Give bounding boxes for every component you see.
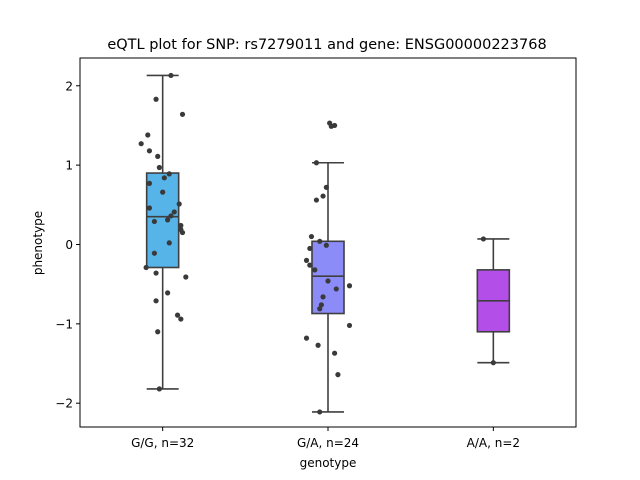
iqr-box: [311, 240, 345, 315]
data-point: [145, 132, 151, 138]
data-point: [303, 335, 310, 341]
data-point: [320, 294, 326, 300]
data-point: [179, 111, 186, 117]
data-point: [303, 257, 310, 263]
data-point: [333, 286, 339, 292]
y-tick-label: 2: [65, 79, 73, 93]
x-tick-label: A/A, n=2: [467, 436, 520, 450]
data-point: [156, 164, 162, 171]
data-point: [176, 201, 182, 207]
data-point: [332, 122, 338, 129]
data-point: [166, 240, 172, 246]
data-point: [346, 322, 353, 329]
data-point: [153, 270, 159, 276]
data-point: [161, 175, 167, 181]
data-point: [146, 148, 153, 154]
points-3: [480, 236, 496, 366]
data-point: [320, 193, 326, 199]
x-axis-ticks: G/G, n=32 G/A, n=24 A/A, n=2: [131, 427, 520, 450]
data-point: [312, 267, 318, 273]
data-point: [318, 302, 324, 308]
data-point: [138, 141, 144, 147]
data-point: [151, 250, 157, 256]
data-point: [174, 312, 181, 318]
data-point: [308, 233, 315, 240]
y-tick-label: −2: [55, 397, 73, 411]
data-point: [168, 72, 174, 79]
data-point: [155, 329, 161, 335]
points-2: [303, 120, 353, 415]
data-point: [327, 120, 333, 126]
chart-title: eQTL plot for SNP: rs7279011 and gene: E…: [107, 37, 546, 53]
data-point: [313, 160, 320, 166]
data-point: [317, 238, 323, 244]
x-axis-label: genotype: [300, 456, 357, 470]
data-point: [168, 213, 174, 219]
iqr-box: [145, 172, 180, 269]
data-point: [151, 218, 157, 225]
y-axis-label: phenotype: [31, 211, 45, 275]
data-point: [178, 316, 184, 322]
data-point: [315, 342, 321, 348]
y-axis-ticks: −2 −1 0 1 2: [55, 79, 80, 411]
data-point: [146, 205, 153, 211]
data-point: [332, 350, 338, 356]
y-tick-label: −1: [55, 317, 73, 331]
data-point: [165, 290, 171, 296]
data-point: [317, 306, 323, 312]
points-1: [138, 72, 189, 392]
data-point: [156, 386, 162, 392]
data-point: [143, 264, 149, 271]
data-point: [146, 180, 153, 186]
data-point: [165, 217, 171, 223]
data-point: [335, 372, 341, 378]
plot-area: [138, 72, 511, 415]
data-point: [153, 298, 159, 304]
data-point: [171, 209, 177, 215]
y-tick-label: 1: [65, 159, 73, 173]
data-point: [323, 242, 329, 248]
data-point: [313, 197, 320, 203]
x-tick-label: G/G, n=32: [131, 436, 194, 450]
data-point: [307, 245, 313, 252]
y-tick-label: 0: [65, 238, 73, 252]
data-point: [160, 189, 166, 195]
data-point: [323, 184, 329, 190]
data-point: [346, 283, 353, 289]
data-point: [179, 229, 186, 236]
data-point: [325, 278, 331, 284]
data-point: [155, 153, 161, 159]
x-tick-label: G/A, n=24: [297, 436, 359, 450]
data-point: [480, 236, 487, 242]
boxplot-3: [476, 238, 511, 364]
boxplot-2: [311, 161, 345, 413]
data-point: [178, 222, 184, 229]
boxplot-1: [145, 74, 180, 390]
data-point: [166, 171, 172, 177]
data-point: [183, 274, 189, 280]
data-point: [153, 96, 159, 102]
data-point: [317, 409, 323, 415]
data-point: [307, 262, 313, 268]
data-point: [490, 360, 496, 366]
